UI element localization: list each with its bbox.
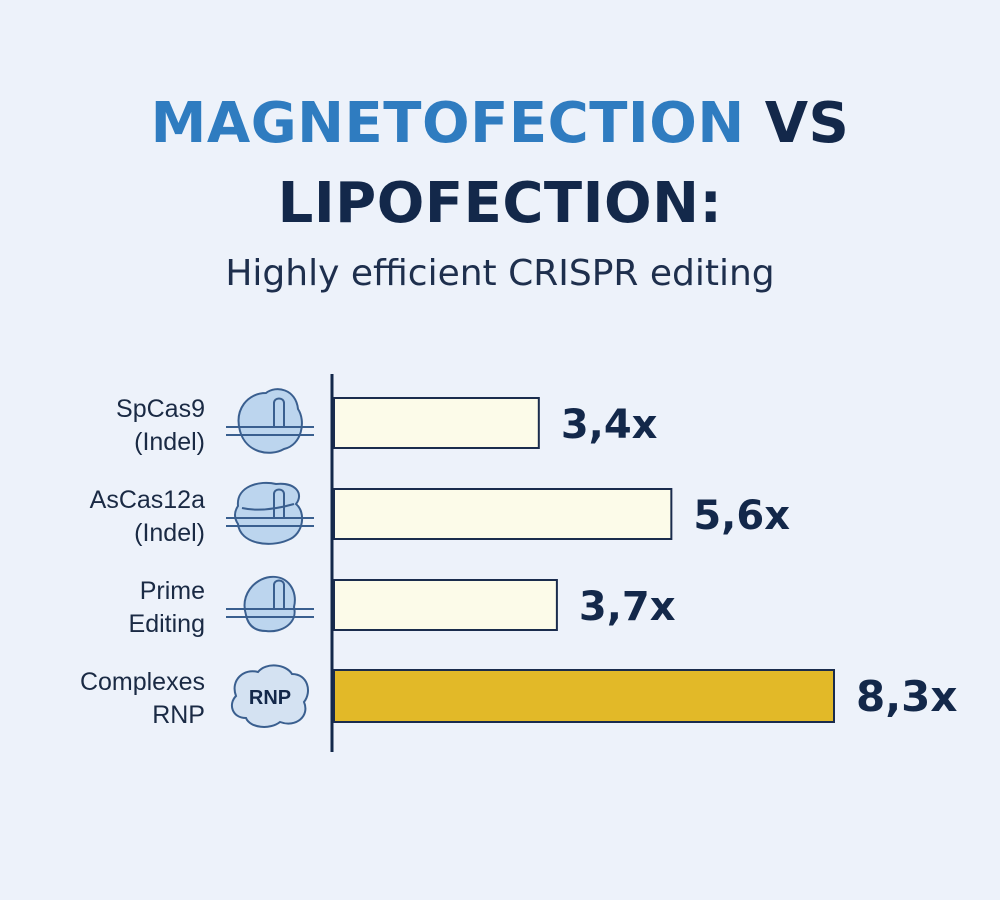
value-label: 5,6x xyxy=(693,493,790,539)
value-label: 3,4x xyxy=(561,402,658,448)
category-label: AsCas12a (Indel) xyxy=(90,486,205,547)
rnp-complex-icon: RNP xyxy=(230,664,309,728)
cas12a-protein-icon xyxy=(226,481,314,545)
title-highlight: MAGNETOFECTION xyxy=(150,91,745,156)
category-label: Prime Editing xyxy=(129,577,205,638)
rnp-icon-label: RNP xyxy=(249,687,291,709)
title-line-2: LIPOFECTION: xyxy=(277,171,723,236)
bar xyxy=(333,397,540,449)
category-label: Complexes RNP xyxy=(80,668,205,729)
prime-editor-icon xyxy=(226,575,314,633)
title-line-1: MAGNETOFECTION VS xyxy=(0,96,1000,152)
bar-highlight xyxy=(333,669,835,723)
bar xyxy=(333,488,673,540)
category-label: SpCas9 (Indel) xyxy=(116,395,205,456)
title-vs: VS xyxy=(744,91,850,156)
cas9-protein-icon xyxy=(226,388,314,454)
subtitle: Highly efficient CRISPR editing xyxy=(225,253,775,294)
value-label: 3,7x xyxy=(579,584,676,630)
bar xyxy=(333,579,558,631)
value-label: 8,3x xyxy=(856,672,958,721)
